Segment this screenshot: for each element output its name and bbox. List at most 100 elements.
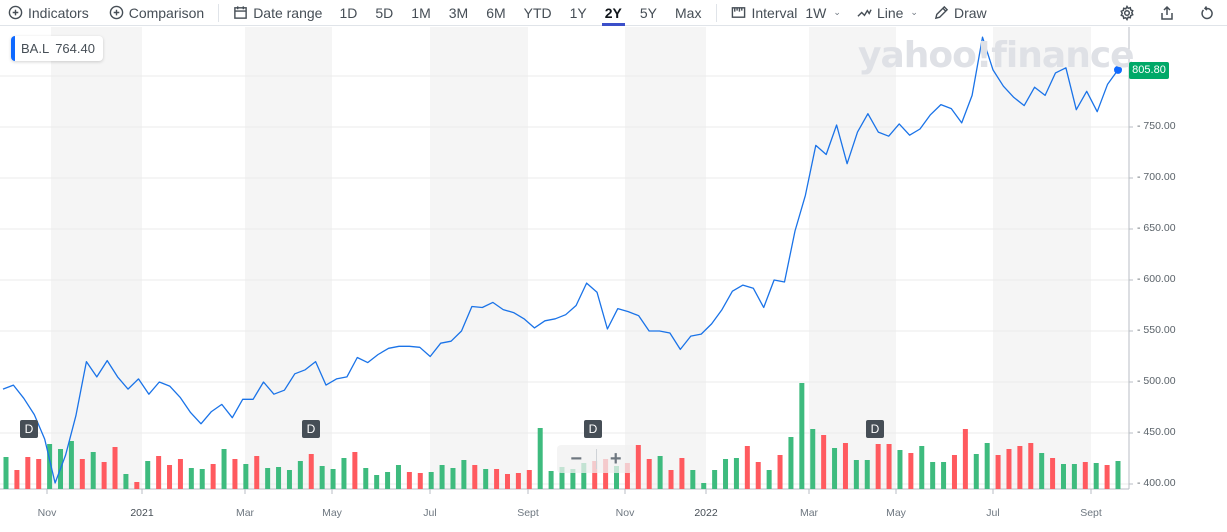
volume-bar bbox=[603, 459, 609, 489]
date-range-button[interactable]: Date range bbox=[225, 0, 330, 26]
volume-bar bbox=[799, 383, 805, 489]
period-band bbox=[245, 27, 332, 489]
volume-bar bbox=[1104, 465, 1110, 489]
range-tab-ytd[interactable]: YTD bbox=[523, 4, 552, 21]
volume-bar bbox=[592, 461, 598, 489]
indicators-label: Indicators bbox=[28, 4, 89, 21]
volume-bar bbox=[744, 446, 750, 489]
dividend-marker[interactable]: D bbox=[302, 420, 320, 438]
y-tick-label: - 750.00 bbox=[1137, 120, 1176, 132]
volume-bar bbox=[68, 441, 74, 489]
volume-bar bbox=[156, 456, 162, 489]
zoom-in-button[interactable]: + bbox=[609, 448, 622, 470]
volume-bar bbox=[723, 459, 729, 489]
volume-bar bbox=[123, 474, 129, 489]
volume-bar bbox=[341, 458, 347, 489]
interval-label: Interval bbox=[751, 4, 798, 21]
volume-bar bbox=[363, 468, 369, 489]
volume-bar bbox=[483, 469, 489, 489]
volume-bar bbox=[308, 454, 314, 489]
indicators-button[interactable]: Indicators bbox=[0, 0, 97, 26]
comparison-button[interactable]: Comparison bbox=[101, 0, 212, 26]
volume-bar bbox=[1093, 463, 1099, 489]
volume-bar bbox=[319, 466, 325, 489]
volume-bar bbox=[668, 470, 674, 489]
range-tab-1y[interactable]: 1Y bbox=[569, 4, 587, 21]
x-tick-label: May bbox=[322, 507, 342, 519]
volume-bar bbox=[232, 459, 238, 489]
range-tab-6m[interactable]: 6M bbox=[486, 4, 506, 21]
volume-bar bbox=[984, 443, 990, 489]
dividend-marker[interactable]: D bbox=[584, 420, 602, 438]
volume-bar bbox=[276, 467, 282, 489]
range-tab-2y[interactable]: 2Y bbox=[596, 0, 631, 26]
range-tab-5y[interactable]: 5Y bbox=[639, 4, 658, 21]
yahoo-finance-watermark: yahoo!finance bbox=[858, 35, 1135, 76]
volume-bar bbox=[210, 464, 216, 489]
volume-bar bbox=[221, 449, 227, 489]
dividend-marker[interactable]: D bbox=[866, 420, 884, 438]
volume-bar bbox=[515, 473, 521, 489]
x-tick-label: 2022 bbox=[694, 507, 718, 519]
volume-bar bbox=[254, 456, 260, 489]
zoom-control: − + bbox=[557, 445, 635, 473]
volume-bar bbox=[951, 455, 957, 489]
range-tab-3m[interactable]: 3M bbox=[448, 4, 469, 21]
volume-bar bbox=[1006, 449, 1012, 489]
range-tabs: 1D 5D 1M 3M 6M YTD 1Y 2Y 5Y Max bbox=[330, 0, 710, 26]
volume-bar bbox=[90, 452, 96, 489]
ticker-value: 764.40 bbox=[55, 41, 95, 56]
pencil-icon bbox=[934, 5, 949, 20]
zoom-out-button[interactable]: − bbox=[570, 448, 583, 470]
volume-bar bbox=[36, 459, 42, 489]
y-tick-label: - 550.00 bbox=[1137, 324, 1176, 336]
toolbar-actions bbox=[1107, 0, 1227, 26]
volume-bar bbox=[657, 456, 663, 489]
volume-bar bbox=[842, 443, 848, 489]
x-tick-label: Mar bbox=[799, 507, 819, 519]
range-tab-5d[interactable]: 5D bbox=[375, 4, 394, 21]
volume-bar bbox=[494, 469, 500, 489]
line-chart-icon bbox=[857, 9, 872, 17]
volume-bar bbox=[112, 447, 118, 489]
volume-bar bbox=[908, 453, 914, 489]
chart-toolbar: Indicators Comparison Date range 1D 5D 1M 3… bbox=[0, 0, 1227, 26]
volume-bar bbox=[101, 462, 107, 489]
volume-bar bbox=[297, 461, 303, 489]
dividend-marker[interactable]: D bbox=[20, 420, 38, 438]
range-tab-1m[interactable]: 1M bbox=[411, 4, 431, 21]
volume-bar bbox=[385, 472, 391, 489]
toolbar-divider bbox=[218, 3, 220, 22]
ticker-badge[interactable]: BA.L 764.40 bbox=[11, 36, 103, 61]
volume-bar bbox=[504, 474, 510, 489]
volume-bar bbox=[1039, 453, 1045, 489]
reset-icon bbox=[1201, 6, 1213, 20]
volume-bar bbox=[810, 429, 816, 489]
volume-bar bbox=[646, 459, 652, 489]
volume-bar bbox=[1060, 464, 1066, 489]
range-tab-1d[interactable]: 1D bbox=[339, 4, 358, 21]
interval-button[interactable]: Interval 1W ⌄ bbox=[723, 0, 848, 26]
range-tab-max[interactable]: Max bbox=[675, 4, 702, 21]
volume-bar bbox=[690, 470, 696, 489]
settings-button[interactable] bbox=[1107, 0, 1147, 26]
reset-button[interactable] bbox=[1187, 0, 1227, 26]
volume-bar bbox=[1115, 461, 1121, 489]
draw-button[interactable]: Draw bbox=[926, 0, 995, 26]
share-button[interactable] bbox=[1147, 0, 1187, 26]
volume-bar bbox=[188, 468, 194, 489]
volume-bar bbox=[821, 435, 827, 489]
volume-bar bbox=[832, 448, 838, 489]
volume-bar bbox=[145, 461, 151, 489]
x-tick-label: May bbox=[886, 507, 906, 519]
volume-bar bbox=[167, 465, 173, 489]
volume-bar bbox=[919, 446, 925, 489]
volume-bar bbox=[614, 466, 620, 489]
calendar-icon bbox=[234, 6, 248, 19]
price-chart[interactable] bbox=[0, 27, 1227, 532]
volume-bar bbox=[712, 470, 718, 489]
volume-bar bbox=[930, 462, 936, 489]
chart-area[interactable]: yahoo!finance BA.L 764.40 - 750.00 - 700.… bbox=[0, 27, 1227, 532]
chart-type-button[interactable]: Line ⌄ bbox=[849, 0, 926, 26]
period-band bbox=[809, 27, 896, 489]
